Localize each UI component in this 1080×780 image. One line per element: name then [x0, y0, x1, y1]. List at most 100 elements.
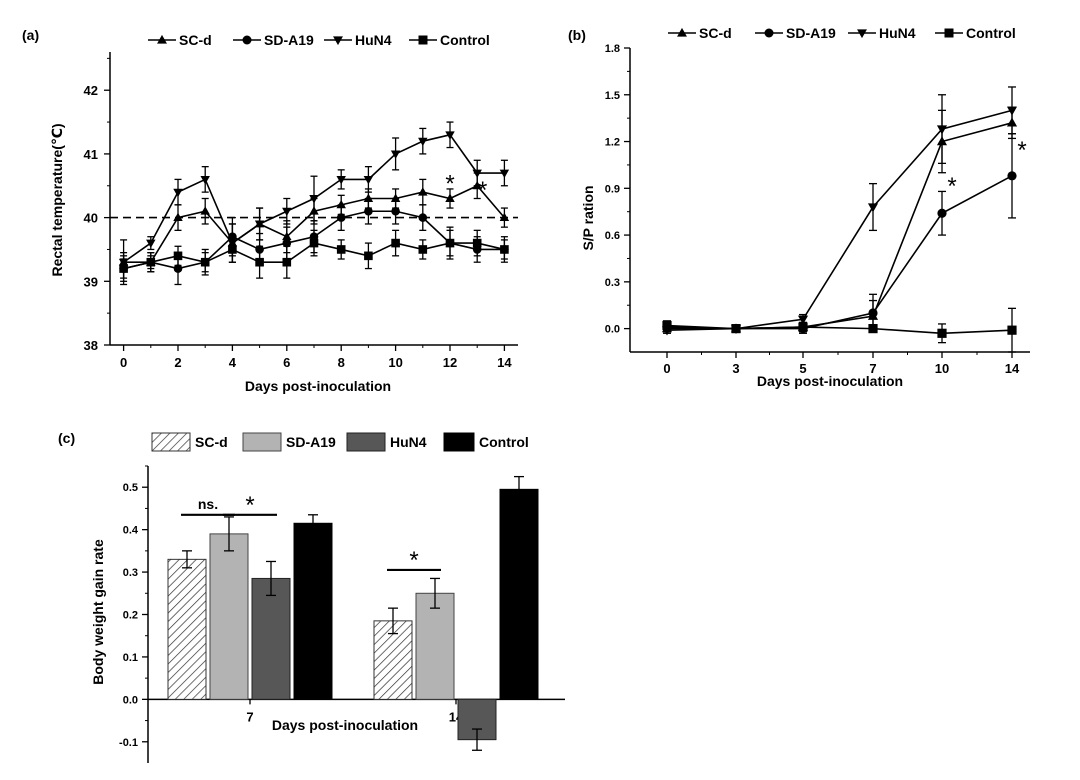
panel-a-x-tick-label: 4 [229, 355, 237, 370]
panel-b-y-tick-label: 1.5 [605, 90, 620, 102]
panel-a-point-hun4 [282, 207, 292, 217]
panel-a-x-tick-label: 6 [283, 355, 290, 370]
panel-a-temperature-chart: (a) SC-d SD-A19 HuN4 Control 38 39 40 41 42 0 2 4 6… [22, 27, 518, 394]
panel-c-legend-label-hun4: HuN4 [390, 434, 427, 450]
panel-a-x-tick-label: 0 [120, 355, 127, 370]
panel-b-legend-marker-hun4 [857, 29, 867, 39]
panel-a-y-tick-label: 40 [84, 211, 98, 226]
panel-b-legend-marker-control [944, 28, 954, 38]
panel-a-point-hun4 [173, 188, 183, 198]
panel-b-x-axis-title: Days post-inoculation [757, 373, 903, 389]
panel-a-point-sc-d [173, 212, 183, 222]
panel-b-y-tick-label: 0.9 [605, 183, 620, 195]
panel-a-point-control [282, 257, 292, 267]
panel-c-y-tick-label: 0.1 [123, 652, 138, 664]
panel-b-y-tick-label: 1.2 [605, 137, 620, 149]
panel-b-significance-asterisk: * [1017, 137, 1026, 164]
panel-c-legend-swatch-hun4 [346, 432, 386, 452]
panel-a-point-sd-a19 [173, 264, 183, 273]
panel-c-x-tick-label: 7 [246, 709, 253, 724]
panel-c-legend-swatch-sc-d [151, 432, 191, 452]
panel-b-series-line-hun4 [666, 109, 1013, 331]
panel-c-bar-sd-a19 [415, 592, 455, 700]
panel-b-legend-marker-sd-a19 [764, 28, 774, 38]
panel-b-x-tick-label: 3 [732, 361, 739, 376]
panel-a-y-tick-label: 41 [84, 147, 98, 162]
panel-b-series-line-sd-a19 [666, 175, 1013, 330]
panel-b-legend-label-control: Control [966, 25, 1016, 41]
panel-a-point-sd-a19 [418, 213, 428, 222]
panel-c-y-tick-label: 0.5 [123, 482, 138, 494]
panel-b-sp-ratio-chart: (b) SC-d SD-A19 HuN4 Control 0.0 0.3 0.6 0.9 1.… [568, 25, 1030, 389]
panel-c-significance-asterisk: * [409, 547, 418, 574]
panel-c-legend-label-sc-d: SC-d [195, 434, 228, 450]
panel-b-point-sd-a19 [1007, 171, 1017, 181]
panel-b-point-sd-a19 [868, 308, 878, 318]
panel-a-legend-marker-control [418, 35, 428, 45]
panel-c-significance-asterisk: * [245, 492, 254, 519]
panel-a-point-control [500, 245, 509, 254]
panel-a-point-control [146, 257, 156, 267]
panel-b-point-control [798, 322, 808, 332]
panel-a-point-control [391, 238, 400, 248]
panel-b-series-line-sc-d [667, 122, 1013, 330]
panel-a-point-control [228, 245, 237, 254]
panel-c-y-tick-label: 0.3 [123, 567, 138, 579]
panel-c-label: (c) [58, 430, 75, 446]
panel-c-legend-swatch-sd-a19 [242, 432, 282, 452]
panel-a-legend-label-control: Control [440, 32, 490, 48]
panel-b-x-tick-label: 0 [663, 361, 670, 376]
panel-a-x-tick-label: 2 [174, 355, 181, 370]
panel-a-point-hun4 [254, 220, 265, 229]
panel-b-legend-label-sd-a19: SD-A19 [786, 25, 836, 41]
panel-a-legend-marker-hun4 [333, 36, 343, 46]
panel-a-y-tick-label: 42 [84, 83, 98, 98]
panel-b-legend-label-sc-d: SC-d [699, 25, 732, 41]
panel-a-point-hun4 [200, 175, 210, 185]
panel-b-y-axis-title: S/P ration [580, 185, 596, 250]
panel-c-bar-hun4 [251, 577, 291, 700]
panel-a-point-sd-a19 [391, 206, 400, 216]
panel-b-point-hun4 [1006, 106, 1018, 116]
panel-a-point-hun4 [445, 131, 455, 140]
panel-a-point-sd-a19 [364, 206, 373, 216]
panel-a-point-sc-d [363, 193, 374, 202]
panel-a-x-tick-label: 12 [443, 355, 457, 370]
panel-a-point-sc-d [445, 193, 455, 202]
panel-a-point-sc-d [200, 206, 210, 215]
panel-a-point-sc-d [499, 212, 510, 222]
panel-a-point-control [418, 245, 428, 254]
panel-c-y-tick-label: 0.0 [123, 694, 138, 706]
panel-a-point-hun4 [499, 169, 510, 178]
panel-b-significance-asterisk: * [947, 173, 956, 200]
panel-b-point-control [731, 324, 741, 334]
panel-a-point-control [445, 238, 455, 248]
panel-a-point-sc-d [336, 199, 346, 209]
panel-a-point-sc-d [390, 193, 401, 202]
panel-b-point-control [937, 328, 947, 338]
panel-c-y-tick-label: 0.4 [123, 525, 139, 537]
panel-a-y-tick-label: 38 [84, 338, 98, 353]
panel-b-x-tick-label: 5 [799, 361, 806, 376]
panel-c-legend-label-control: Control [479, 434, 529, 450]
panel-a-y-axis-title: Rectal temperature(℃) [49, 123, 65, 276]
panel-a-point-control [472, 238, 482, 248]
panel-a-point-hun4 [472, 169, 482, 178]
panel-b-axes [629, 48, 1030, 353]
panel-b-legend-marker-sc-d [677, 27, 687, 37]
panel-a-label: (a) [22, 27, 39, 43]
panel-a-point-sc-d [418, 187, 428, 196]
panel-a-point-control [255, 257, 264, 267]
panel-a-point-hun4 [309, 195, 319, 204]
panel-a-legend-label-sc-d: SC-d [179, 32, 212, 48]
panel-c-bar-control [499, 488, 539, 700]
panel-b-x-tick-label: 10 [935, 361, 949, 376]
panel-b-x-tick-label: 14 [1005, 361, 1020, 376]
panel-b-y-tick-label: 0.0 [605, 324, 620, 336]
panel-b-point-control [868, 324, 878, 334]
panel-a-point-hun4 [146, 239, 156, 249]
panel-c-significance-label-ns: ns. [198, 496, 218, 512]
panel-c-bar-sc-d [167, 558, 207, 700]
panel-c-bar-control [293, 522, 333, 700]
